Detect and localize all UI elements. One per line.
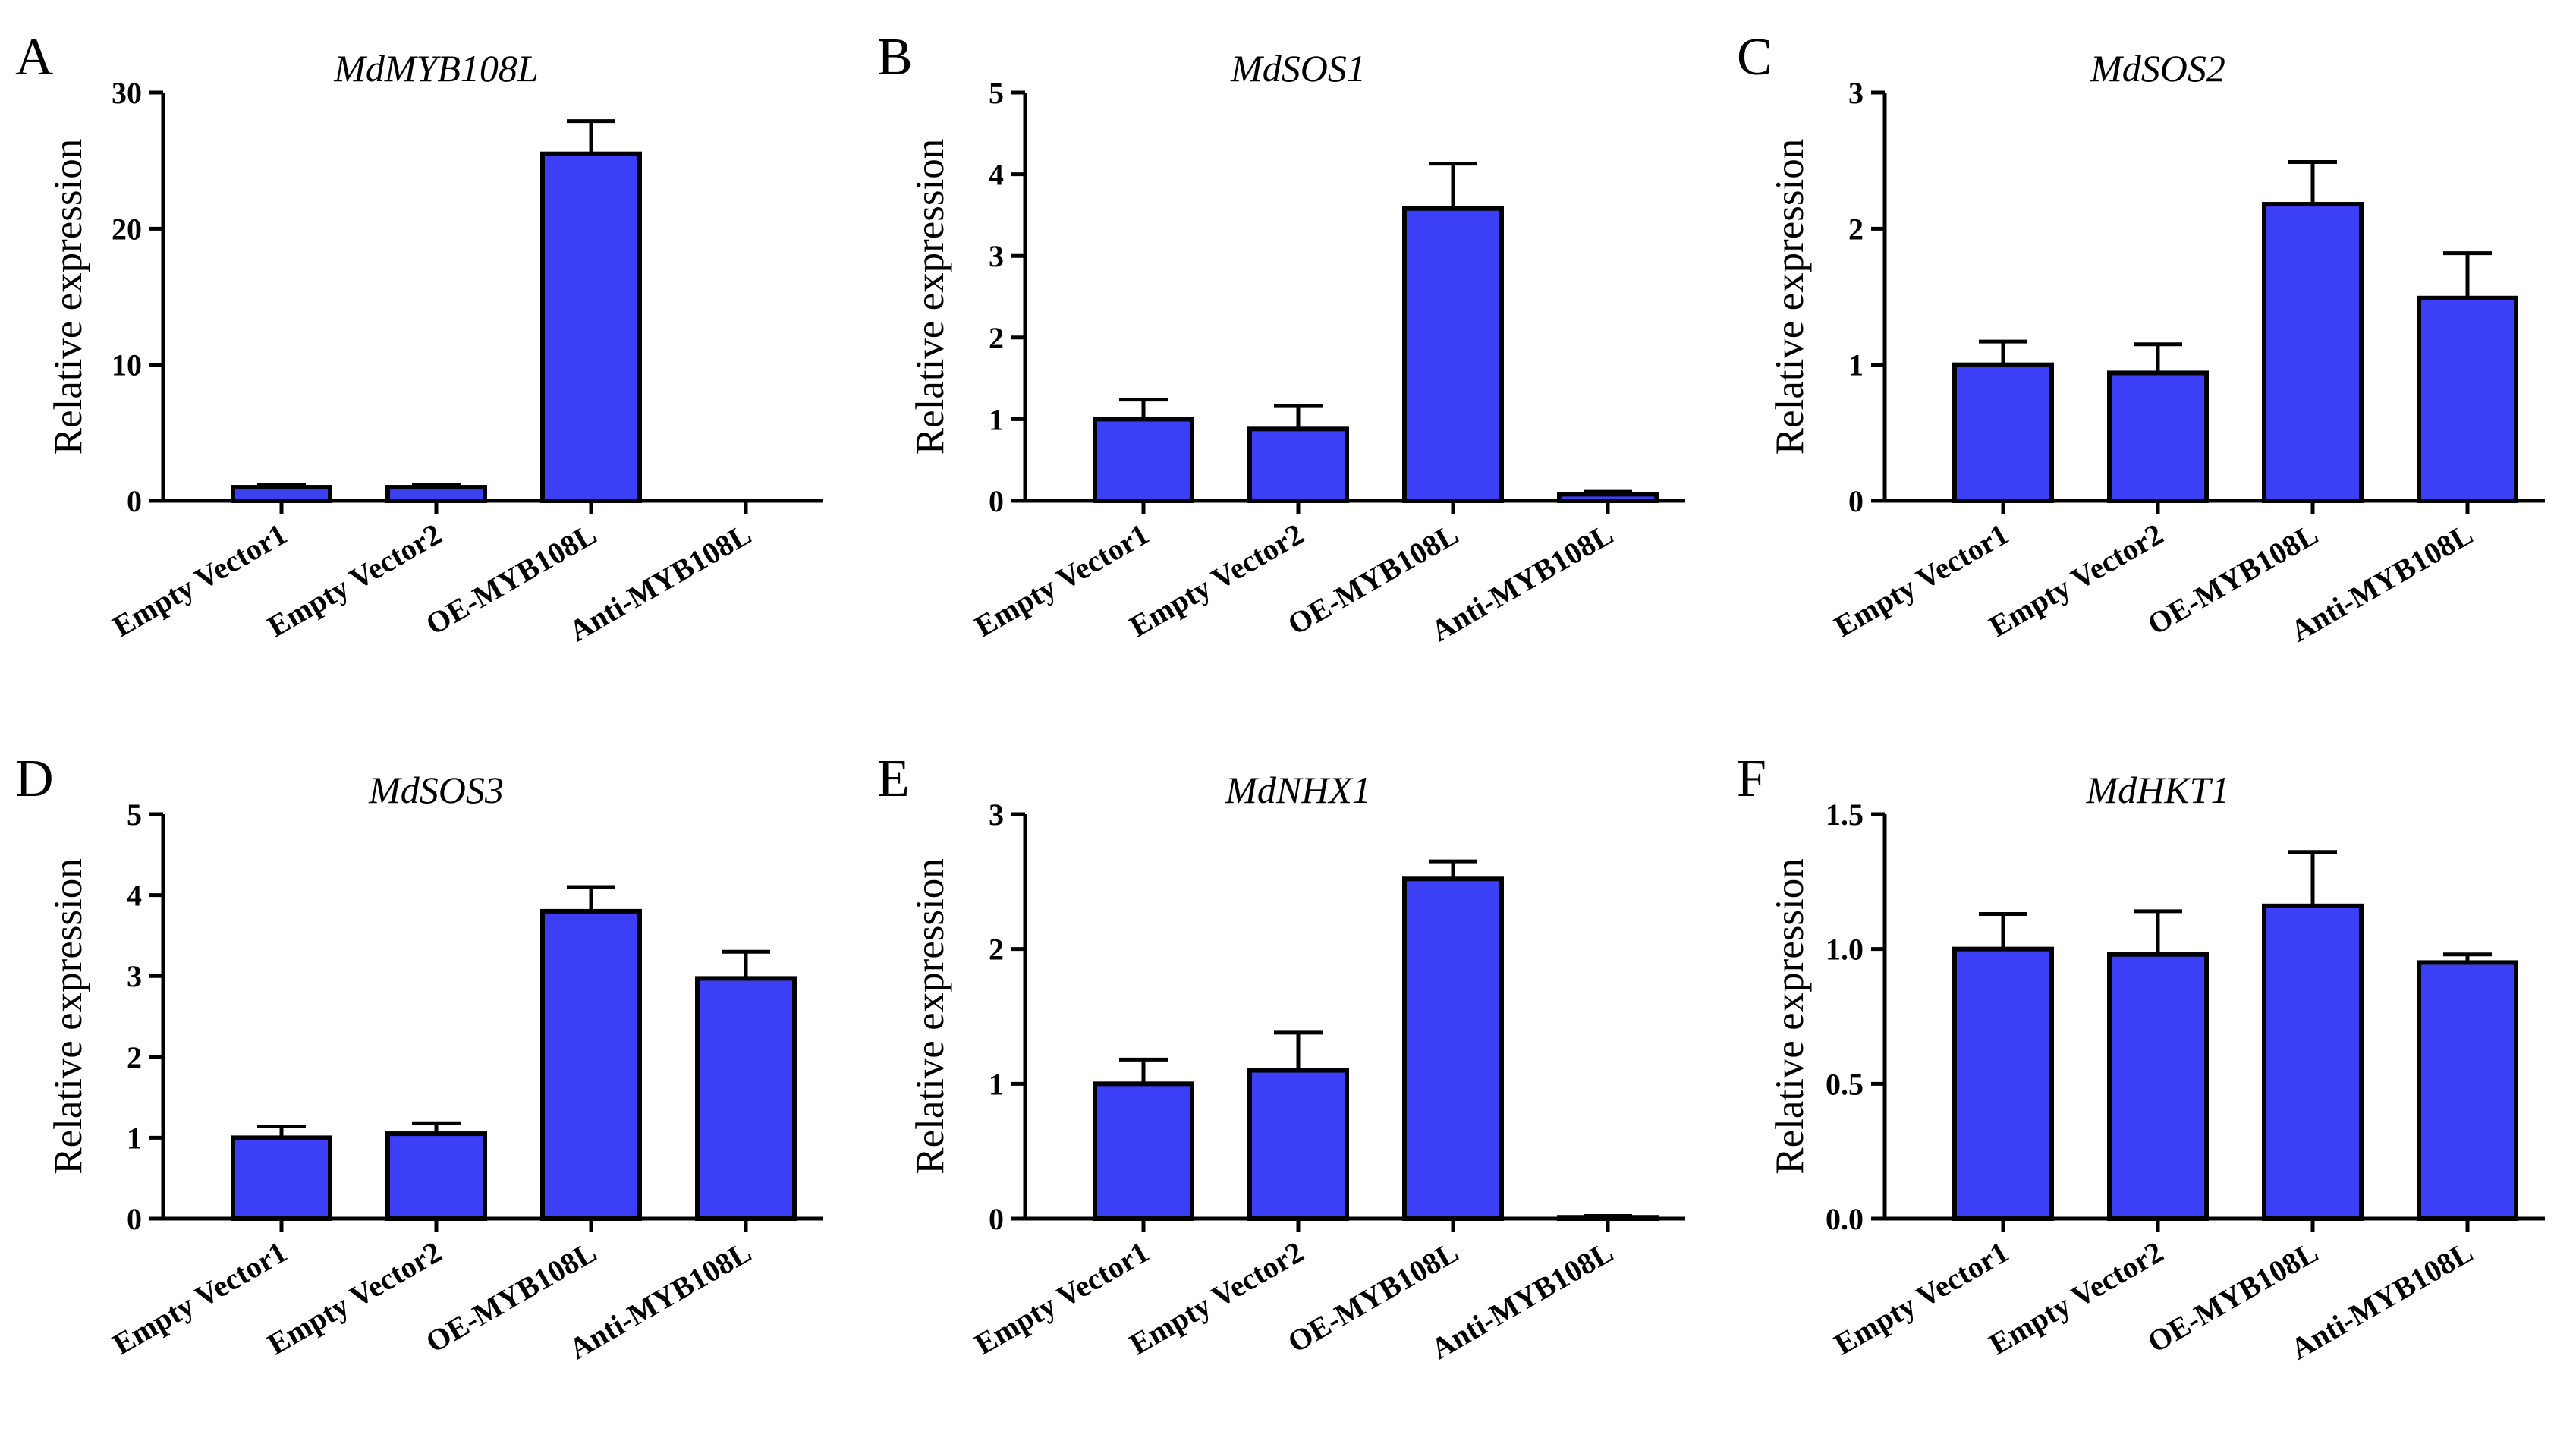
bar <box>1402 206 1504 503</box>
x-tick-label: Empty Vector2 <box>1124 1235 1310 1361</box>
y-tick-label: 3 <box>1848 76 1864 110</box>
panel-letter: E <box>877 750 910 808</box>
x-tick-label: Empty Vector1 <box>1829 1235 2015 1361</box>
y-tick-label: 4 <box>989 158 1004 192</box>
x-tick-label: Empty Vector1 <box>1829 517 2015 643</box>
y-tick-label: 2 <box>127 1040 142 1074</box>
y-tick-label: 4 <box>127 879 142 913</box>
bar <box>2417 295 2518 503</box>
y-tick-label: 1 <box>989 402 1004 436</box>
x-tick-label: Empty Vector2 <box>262 517 448 643</box>
y-tick-label: 0 <box>127 484 142 518</box>
bar <box>2262 903 2364 1222</box>
y-tick-label: 5 <box>127 798 142 832</box>
bar <box>540 908 642 1222</box>
y-axis-label: Relative expression <box>46 858 90 1175</box>
y-axis-label: Relative expression <box>46 139 90 455</box>
bar <box>231 1135 332 1222</box>
bar <box>1093 417 1194 504</box>
chart-title: MdSOS2 <box>2090 47 2225 90</box>
bar <box>1247 1068 1349 1221</box>
x-tick-label: Empty Vector2 <box>1983 517 2169 643</box>
y-tick-label: 0.0 <box>1826 1202 1864 1236</box>
panel-letter: D <box>15 750 54 808</box>
y-tick-label: 30 <box>112 76 142 110</box>
bar <box>1952 946 2054 1221</box>
y-tick-label: 1 <box>1848 348 1864 382</box>
y-axis-label: Relative expression <box>908 139 952 455</box>
y-tick-label: 0 <box>1848 484 1864 518</box>
chart-panel-b: B MdSOS1 Relative expression 0 1 2 3 4 5 Empty Ve… <box>877 28 1685 648</box>
chart-title: MdSOS3 <box>368 769 504 811</box>
y-tick-label: 1.0 <box>1826 933 1864 967</box>
y-tick-label: 0.5 <box>1826 1067 1864 1101</box>
chart-panel-e: E MdNHX1 Relative expression 0 1 2 3 Empty Vect… <box>877 750 1685 1366</box>
chart-title: MdNHX1 <box>1225 769 1371 811</box>
y-tick-label: 2 <box>1848 212 1864 246</box>
y-tick-label: 0 <box>989 484 1004 518</box>
bar <box>540 151 642 503</box>
x-tick-label: Empty Vector2 <box>1124 517 1310 643</box>
bar <box>2417 960 2518 1222</box>
y-tick-label: 1.5 <box>1826 798 1864 832</box>
bar <box>2262 202 2364 503</box>
bar <box>1952 362 2054 503</box>
chart-panel-c: C MdSOS2 Relative expression 0 1 2 3 Empty Vect… <box>1737 28 2545 648</box>
bar <box>1247 426 1349 504</box>
bar <box>385 1131 487 1221</box>
y-tick-label: 3 <box>989 798 1004 832</box>
panel-letter: B <box>877 28 913 87</box>
bar <box>2107 370 2209 503</box>
chart-panel-a: A MdMYB108L Relative expression 0 10 20 30 Empt… <box>15 28 823 648</box>
x-tick-label: Empty Vector1 <box>107 1235 293 1361</box>
panel-letter: A <box>15 28 54 87</box>
y-axis-label: Relative expression <box>1768 139 1812 455</box>
chart-title: MdHKT1 <box>2086 769 2230 811</box>
x-tick-label: Empty Vector2 <box>1983 1235 2169 1361</box>
panel-letter: F <box>1737 750 1766 808</box>
y-axis-label: Relative expression <box>1768 858 1812 1175</box>
y-tick-label: 0 <box>127 1202 142 1236</box>
x-tick-label: Empty Vector1 <box>969 517 1155 643</box>
chart-panel-d: D MdSOS3 Relative expression 0 1 2 3 4 5 Empty Ve… <box>15 750 823 1366</box>
y-tick-label: 10 <box>112 348 142 382</box>
bar <box>2107 952 2209 1221</box>
y-tick-label: 20 <box>112 212 142 246</box>
y-tick-label: 1 <box>989 1067 1004 1101</box>
y-tick-label: 5 <box>989 76 1004 110</box>
y-tick-label: 3 <box>127 959 142 993</box>
y-tick-label: 1 <box>127 1121 142 1155</box>
bar <box>231 485 332 503</box>
bar <box>1402 876 1504 1222</box>
y-tick-label: 2 <box>989 933 1004 967</box>
y-axis-label: Relative expression <box>908 858 952 1175</box>
chart-panel-f: F MdHKT1 Relative expression 0.0 0.5 1.0 1.5 Em… <box>1737 750 2545 1366</box>
y-tick-label: 0 <box>989 1202 1004 1236</box>
bar <box>1093 1081 1194 1222</box>
y-tick-label: 2 <box>989 321 1004 355</box>
bar <box>385 485 487 503</box>
x-tick-label: Empty Vector2 <box>262 1235 448 1361</box>
chart-title: MdSOS1 <box>1230 47 1366 90</box>
chart-title: MdMYB108L <box>333 47 538 90</box>
panel-letter: C <box>1737 28 1772 87</box>
x-tick-label: Empty Vector1 <box>969 1235 1155 1361</box>
x-tick-label: Empty Vector1 <box>107 517 293 643</box>
bar <box>695 976 797 1221</box>
y-tick-label: 3 <box>989 239 1004 273</box>
